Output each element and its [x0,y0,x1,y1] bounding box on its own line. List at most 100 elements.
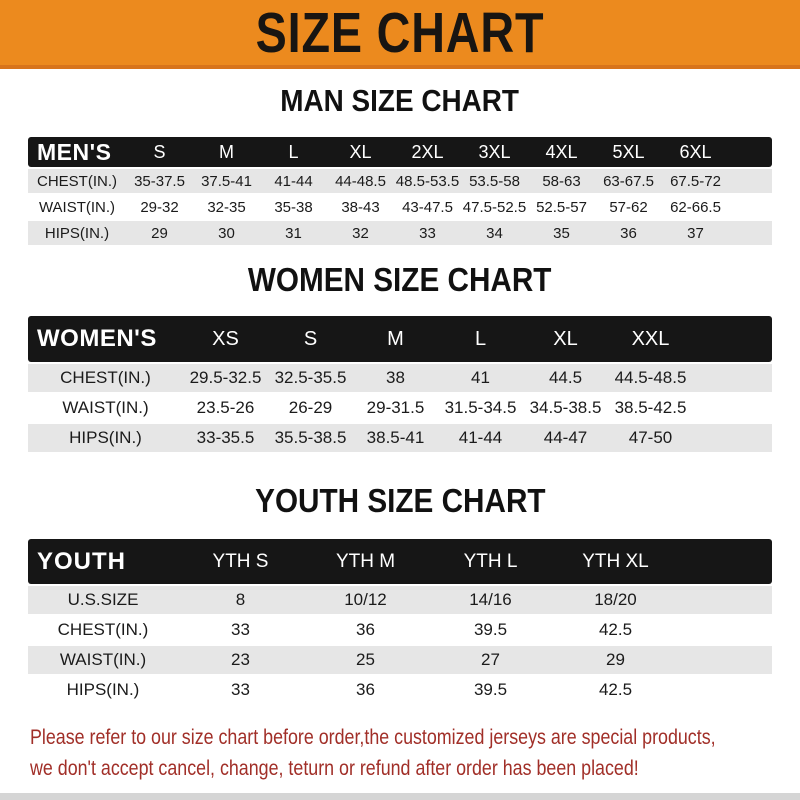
value-cell: 8 [235,590,246,609]
value-cell: 23 [231,650,250,669]
value-cell: 63-67.5 [603,172,654,190]
value-cell: 29 [606,650,625,669]
banner-title: SIZE CHART [255,0,545,65]
value-cell: 38 [386,368,405,387]
row-label-cell: CHEST(IN.) [37,172,117,190]
women-size-chart-title: WOMEN SIZE CHART [0,262,800,298]
value-cell: 52.5-57 [536,198,587,216]
value-cell: 62-66.5 [670,198,721,216]
size-header-cell: XL [349,141,372,162]
size-header-cell: M [387,327,404,350]
youth-size-table: YOUTH YTH S YTH M YTH L YTH XL U.S.SIZE 8 10/12… [28,539,772,704]
table-row: HIPS(IN.) 33-35.5 35.5-38.5 38.5-41 41-44 44-… [28,424,772,452]
value-cell: 44-48.5 [335,172,386,190]
row-label-cell: WAIST(IN.) [38,198,116,216]
size-header-cell: XL [553,327,578,350]
value-cell: 26-29 [288,398,333,417]
value-cell: 25 [356,650,375,669]
value-cell: 35-38 [274,198,313,216]
row-label-cell: U.S.SIZE [67,590,139,609]
value-cell: 27 [481,650,500,669]
value-cell: 29 [151,224,168,242]
value-cell: 31 [285,224,302,242]
value-cell: 23.5-26 [196,398,255,417]
value-cell: 29-31.5 [366,398,425,417]
table-header-row: WOMEN'S XS S M L XL XXL [28,316,772,362]
youth-size-chart-title: YOUTH SIZE CHART [0,483,800,519]
value-cell: 58-63 [542,172,581,190]
row-label-cell: HIPS(IN.) [66,680,140,699]
value-cell: 34.5-38.5 [529,398,602,417]
row-label-cell: HIPS(IN.) [44,224,110,242]
value-cell: 29.5-32.5 [189,368,262,387]
disclaimer-line-1: Please refer to our size chart before or… [30,726,716,749]
value-cell: 44.5 [548,368,583,387]
size-header-cell: YTH M [335,550,396,572]
value-cell: 32-35 [207,198,246,216]
table-header-row: MEN'S S M L XL 2XL 3XL 4XL 5XL 6XL [28,137,772,167]
table-row: CHEST(IN.) 29.5-32.5 32.5-35.5 38 41 44.5 44.5… [28,364,772,392]
value-cell: 37.5-41 [201,172,252,190]
value-cell: 42.5 [598,620,633,639]
value-cell: 39.5 [473,620,508,639]
size-header-cell: 2XL [411,141,444,162]
value-cell: 48.5-53.5 [395,172,460,190]
value-cell: 31.5-34.5 [444,398,517,417]
value-cell: 36 [356,680,375,699]
size-header-cell: L [288,141,299,162]
row-label-cell: CHEST(IN.) [57,620,149,639]
women-size-chart-title-text: WOMEN SIZE CHART [248,261,552,298]
value-cell: 29-32 [140,198,179,216]
table-row: WAIST(IN.) 23.5-26 26-29 29-31.5 31.5-34.5 34… [28,394,772,422]
table-header-row: YOUTH YTH S YTH M YTH L YTH XL [28,539,772,584]
table-row: HIPS(IN.) 29 30 31 32 33 34 35 36 37 [28,221,772,245]
value-cell: 57-62 [609,198,648,216]
women-size-table: WOMEN'S XS S M L XL XXL CHEST(IN.) 29.5-32.5 32.5… [28,316,772,452]
value-cell: 38.5-41 [366,428,425,447]
value-cell: 34 [486,224,503,242]
value-cell: 47-50 [628,428,673,447]
disclaimer-line-2: we don't accept cancel, change, teturn o… [30,757,639,780]
row-label-cell: CHEST(IN.) [60,368,151,387]
value-cell: 39.5 [473,680,508,699]
value-cell: 36 [620,224,637,242]
disclaimer: Please refer to our size chart before or… [0,722,800,784]
size-chart-banner: SIZE CHART [0,0,800,69]
row-label-cell: WAIST(IN.) [62,398,149,417]
size-header-cell: YTH L [463,550,518,572]
table-row: CHEST(IN.) 33 36 39.5 42.5 [28,616,772,644]
value-cell: 42.5 [598,680,633,699]
man-size-chart-title-text: MAN SIZE CHART [280,83,520,118]
table-row: U.S.SIZE 8 10/12 14/16 18/20 [28,586,772,614]
value-cell: 44-47 [543,428,588,447]
value-cell: 18/20 [594,590,637,609]
value-cell: 53.5-58 [469,172,520,190]
value-cell: 36 [356,620,375,639]
table-row: HIPS(IN.) 33 36 39.5 42.5 [28,676,772,704]
value-cell: 33 [419,224,436,242]
value-cell: 38.5-42.5 [614,398,687,417]
row-label-cell: HIPS(IN.) [69,428,142,447]
youth-size-chart-title-text: YOUTH SIZE CHART [254,482,546,519]
value-cell: 43-47.5 [402,198,453,216]
value-cell: 38-43 [341,198,380,216]
value-cell: 41 [471,368,490,387]
value-cell: 32 [352,224,369,242]
value-cell: 33-35.5 [196,428,255,447]
men-size-table: MEN'S S M L XL 2XL 3XL 4XL 5XL 6XL CHEST(IN.) 35-37… [28,137,772,245]
value-cell: 41-44 [274,172,313,190]
value-cell: 33 [231,680,250,699]
size-header-cell: YTH S [212,550,269,572]
size-header-cell: S [303,327,318,350]
value-cell: 67.5-72 [670,172,721,190]
size-header-cell: 4XL [545,141,578,162]
value-cell: 44.5-48.5 [614,368,687,387]
size-header-cell: YTH XL [582,550,649,572]
table-title-cell: MEN'S [37,138,112,165]
size-header-cell: XXL [631,327,670,350]
table-row: WAIST(IN.) 29-32 32-35 35-38 38-43 43-47.5 47.… [28,195,772,219]
value-cell: 37 [687,224,704,242]
value-cell: 10/12 [344,590,387,609]
value-cell: 35.5-38.5 [274,428,347,447]
bottom-strip [0,793,800,800]
